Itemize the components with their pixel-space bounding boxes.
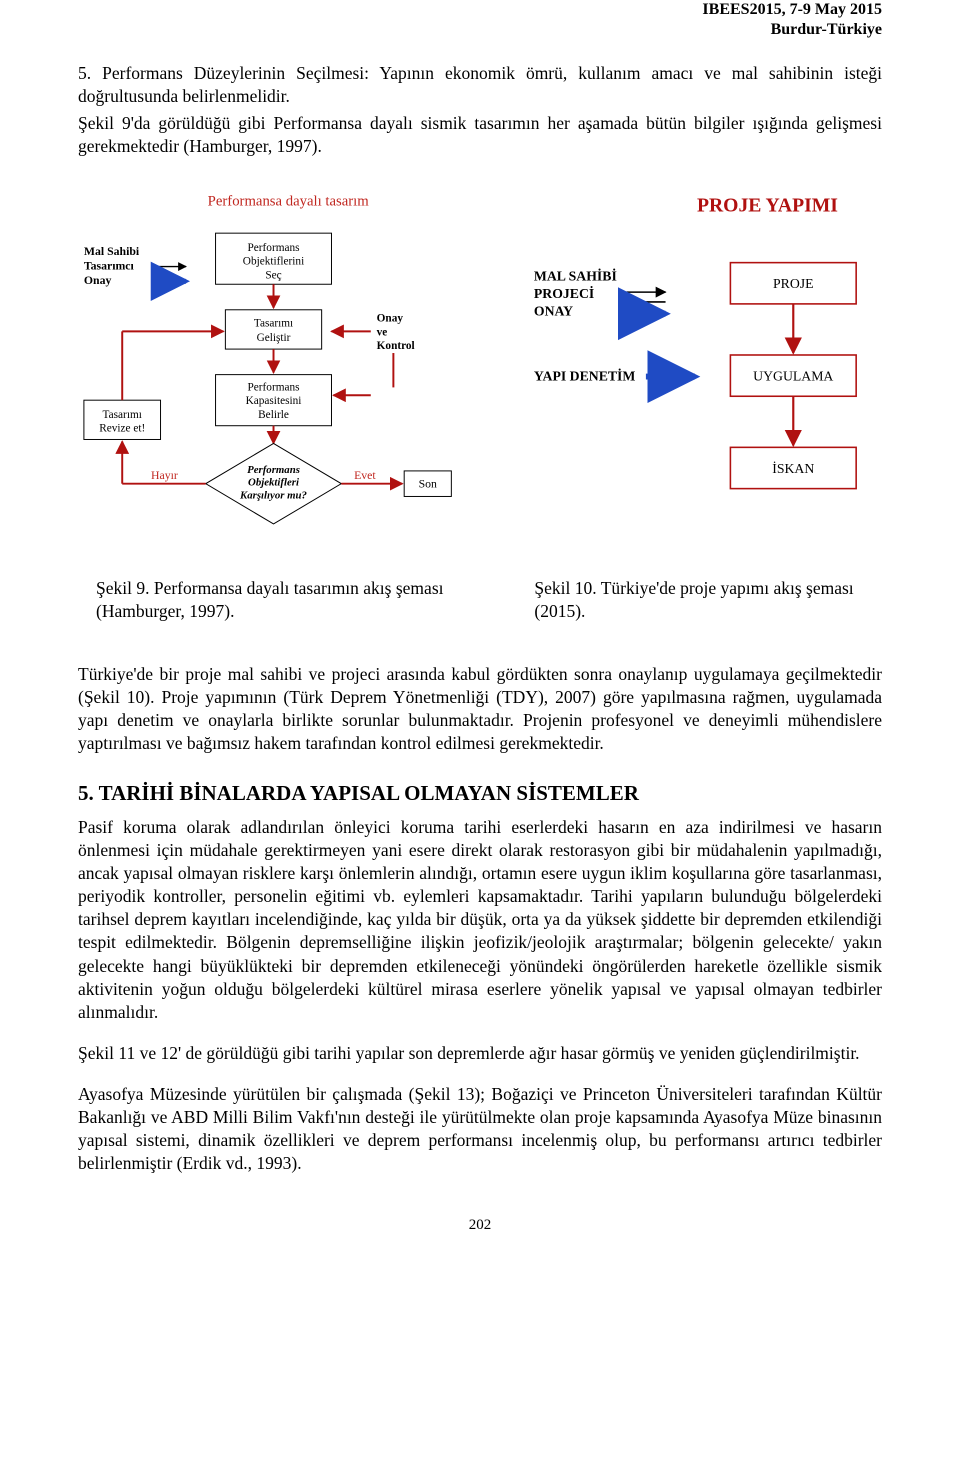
fig9-approve-ctrl-l3: Kontrol xyxy=(377,340,415,352)
section-5-body: Pasif koruma olarak adlandırılan önleyic… xyxy=(78,816,882,1175)
fig9-revise-l1: Tasarımı xyxy=(103,409,142,421)
figure-10-svg: PROJE YAPIMI MAL SAHİBİ PROJECİ ONAY YAP… xyxy=(528,186,882,540)
caption-fig9: Şekil 9. Performansa dayalı tasarımın ak… xyxy=(78,577,510,623)
fig9-box-cap-l1: Performans xyxy=(248,382,300,394)
fig10-designer: PROJECİ xyxy=(534,285,594,301)
figure-9: Performansa dayalı tasarım Mal Sahibi Ta… xyxy=(78,186,510,545)
fig9-box-select-line3: Seç xyxy=(265,270,281,282)
figures-row: Performansa dayalı tasarım Mal Sahibi Ta… xyxy=(78,186,882,545)
fig9-box-select-line2: Objektiflerini xyxy=(243,256,304,268)
fig9-yes-label: Evet xyxy=(354,469,376,482)
page-number: 202 xyxy=(78,1217,882,1234)
fig9-dec-l3: Karşılıyor mu? xyxy=(239,490,307,502)
captions-row: Şekil 9. Performansa dayalı tasarımın ak… xyxy=(78,577,882,623)
fig10-uygulama-label: UYGULAMA xyxy=(753,369,833,384)
fig9-end-label: Son xyxy=(419,478,437,491)
fig9-title: Performansa dayalı tasarım xyxy=(208,194,370,210)
fig9-approve-ctrl-l1: Onay xyxy=(377,313,404,325)
middle-para: Türkiye'de bir proje mal sahibi ve proje… xyxy=(78,663,882,755)
section-5-title: 5. TARİHİ BİNALARDA YAPISAL OLMAYAN SİST… xyxy=(78,781,882,806)
fig10-owner: MAL SAHİBİ xyxy=(534,268,617,284)
fig10-iskan-label: İSKAN xyxy=(773,461,815,476)
fig10-title: PROJE YAPIMI xyxy=(697,195,838,217)
fig10-inspect: YAPI DENETİM xyxy=(534,368,636,384)
fig9-dec-l1: Performans xyxy=(247,464,300,476)
fig9-approve-label: Onay xyxy=(84,275,112,288)
fig9-box-cap-l3: Belirle xyxy=(258,409,289,421)
fig9-no-label: Hayır xyxy=(151,469,178,482)
fig9-revise-l2: Revize et! xyxy=(99,423,145,435)
figure-10: PROJE YAPIMI MAL SAHİBİ PROJECİ ONAY YAP… xyxy=(528,186,882,545)
fig9-box-cap-l2: Kapasitesini xyxy=(246,395,302,407)
section-5-p2: Şekil 11 ve 12' de görüldüğü gibi tarihi… xyxy=(78,1042,882,1065)
fig9-box-develop-l1: Tasarımı xyxy=(254,318,293,330)
fig9-box-select-line1: Performans xyxy=(248,242,300,254)
fig9-designer-label: Tasarımcı xyxy=(84,260,135,273)
caption-fig10: Şekil 10. Türkiye'de proje yapımı akış ş… xyxy=(528,577,882,623)
section-5-p3: Ayasofya Müzesinde yürütülen bir çalışma… xyxy=(78,1083,882,1175)
running-head: IBEES2015, 7-9 May 2015 Burdur-Türkiye xyxy=(78,0,882,40)
section-5-p1: Pasif koruma olarak adlandırılan önleyic… xyxy=(78,816,882,1024)
fig9-box-develop-l2: Geliştir xyxy=(257,333,291,345)
intro-p2: Şekil 9'da görüldüğü gibi Performansa da… xyxy=(78,112,882,158)
figure-9-svg: Performansa dayalı tasarım Mal Sahibi Ta… xyxy=(78,186,510,540)
fig9-owner-label: Mal Sahibi xyxy=(84,245,140,258)
fig10-approve: ONAY xyxy=(534,304,573,319)
header-line-1: IBEES2015, 7-9 May 2015 xyxy=(78,0,882,20)
fig9-approve-ctrl-l2: ve xyxy=(377,327,388,339)
intro-p1: 5. Performans Düzeylerinin Seçilmesi: Ya… xyxy=(78,62,882,108)
header-line-2: Burdur-Türkiye xyxy=(78,20,882,40)
fig9-dec-l2: Objektifleri xyxy=(248,477,299,489)
fig10-proje-label: PROJE xyxy=(773,277,814,292)
page-root: IBEES2015, 7-9 May 2015 Burdur-Türkiye 5… xyxy=(0,0,960,1274)
